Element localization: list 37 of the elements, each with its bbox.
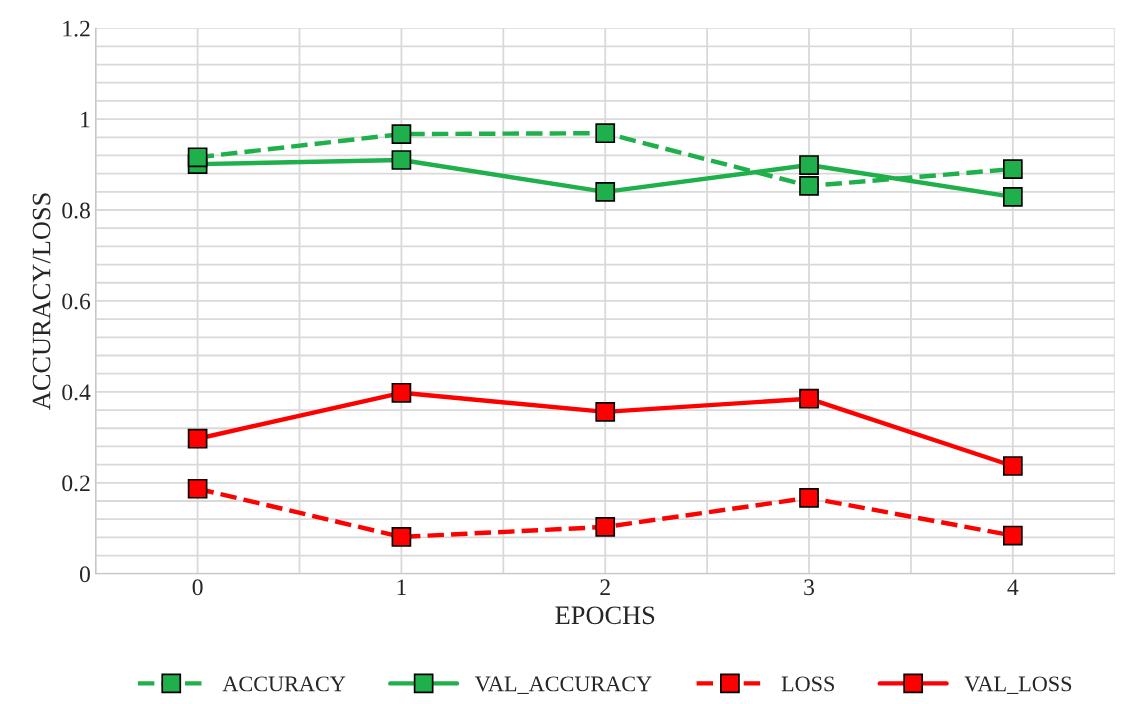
- point: [595, 402, 616, 422]
- point: [1002, 159, 1023, 179]
- point: [595, 123, 616, 144]
- x-tick-label: 4: [1007, 579, 1019, 596]
- y-tick-label: 0.8: [62, 202, 90, 219]
- point: [1002, 456, 1023, 476]
- point: [595, 181, 616, 202]
- point: [1002, 186, 1023, 207]
- x-tick-label: 0: [192, 579, 203, 596]
- x-tick-label: 2: [600, 579, 610, 596]
- point: [1002, 525, 1023, 546]
- x-tick-label: 1: [397, 579, 406, 596]
- x-axis-title: EPOCHS: [555, 606, 655, 625]
- point: [799, 155, 819, 175]
- legend-label: LOSS: [781, 676, 834, 692]
- point: [799, 487, 819, 508]
- point: [391, 527, 412, 547]
- point: [799, 388, 819, 409]
- y-tick-label: 0: [79, 566, 90, 583]
- y-tick-label: 1: [81, 111, 90, 128]
- legend-label: VAL_ACCURACY: [475, 676, 652, 695]
- y-tick-label: 0.6: [62, 293, 91, 310]
- point: [595, 517, 616, 537]
- legend-label: ACCURACY: [222, 676, 346, 692]
- point: [187, 147, 208, 168]
- point: [391, 382, 412, 403]
- point: [391, 124, 412, 144]
- y-tick-label: 1.2: [63, 20, 90, 37]
- y-tick-label: 0.4: [62, 384, 91, 401]
- point: [187, 478, 208, 499]
- point: [187, 428, 208, 449]
- point: [799, 176, 819, 196]
- y-axis-title: ACCURACY/LOSS: [32, 193, 51, 410]
- y-tick-label: 0.2: [62, 475, 90, 492]
- point: [391, 150, 412, 170]
- x-tick-label: 3: [804, 579, 815, 596]
- legend-label: VAL_LOSS: [964, 676, 1072, 695]
